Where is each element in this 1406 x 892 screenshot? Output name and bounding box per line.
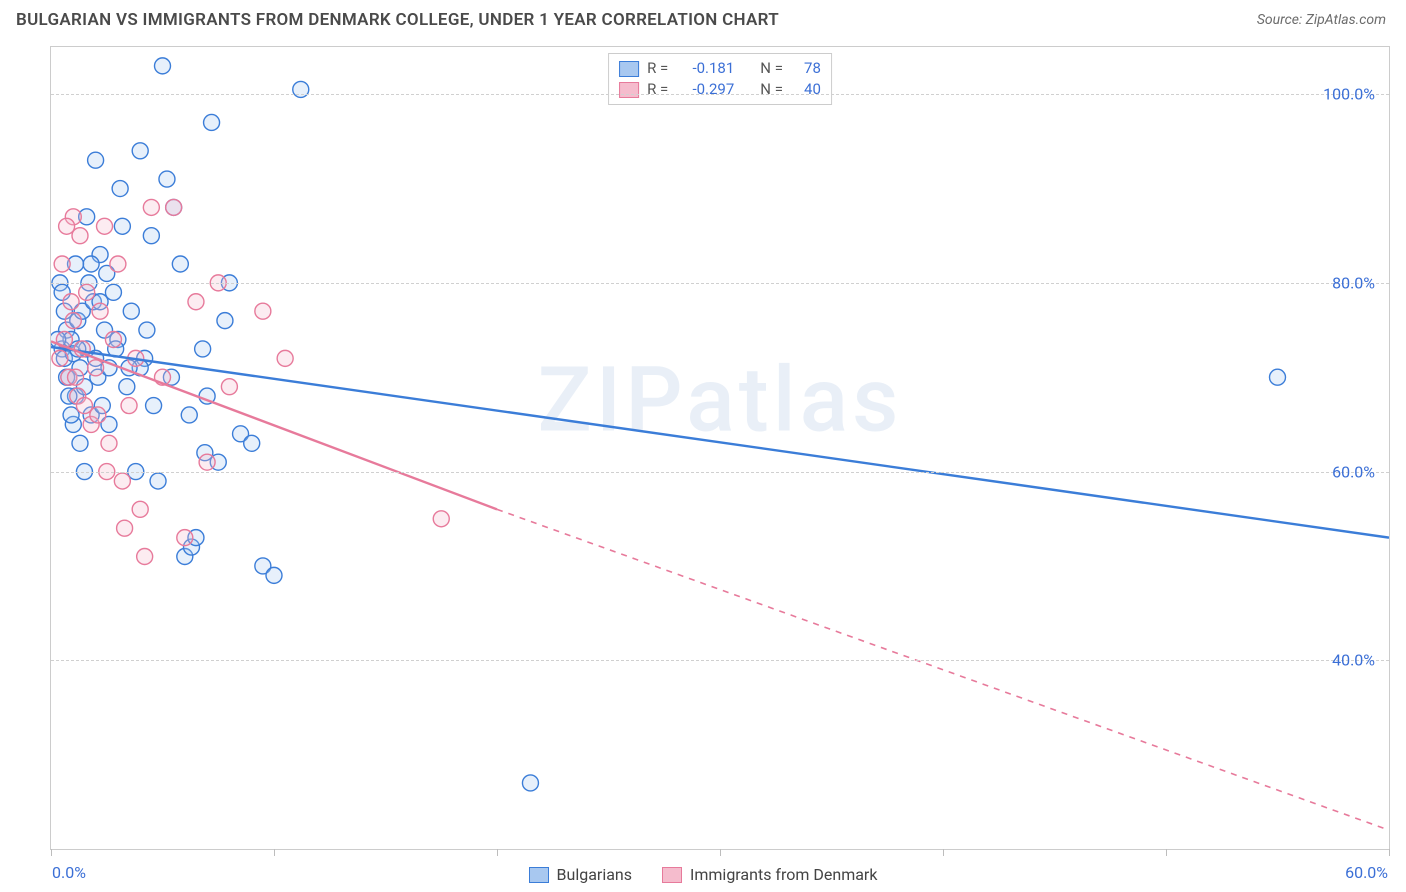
y-tick-label: 80.0% [1332,273,1375,292]
value-r-bulgarians: -0.181 [676,58,734,79]
label-n: N = [760,58,783,79]
swatch-bulgarians [619,61,639,77]
series-legend: Bulgarians Immigrants from Denmark [0,865,1406,884]
legend-item-denmark: Immigrants from Denmark [662,865,877,884]
label-n: N = [760,79,783,100]
chart-title: BULGARIAN VS IMMIGRANTS FROM DENMARK COL… [16,10,779,30]
header-bar: BULGARIAN VS IMMIGRANTS FROM DENMARK COL… [0,0,1406,38]
y-tick-label: 40.0% [1332,651,1375,670]
label-r: R = [647,79,668,100]
y-tick-label: 100.0% [1323,85,1375,104]
legend-item-bulgarians: Bulgarians [529,865,632,884]
correlation-row-bulgarians: R = -0.181 N = 78 [619,58,821,79]
scatter-plot-svg [51,47,1389,849]
value-r-denmark: -0.297 [676,79,734,100]
value-n-bulgarians: 78 [791,58,821,79]
chart-area: ZIPatlas R = -0.181 N = 78 R = -0.297 N … [50,46,1390,850]
value-n-denmark: 40 [791,79,821,100]
y-tick-label: 60.0% [1332,462,1375,481]
correlation-legend-box: R = -0.181 N = 78 R = -0.297 N = 40 [608,53,832,105]
label-r: R = [647,58,668,79]
correlation-row-denmark: R = -0.297 N = 40 [619,79,821,100]
legend-label-denmark: Immigrants from Denmark [690,865,877,884]
source-attribution: Source: ZipAtlas.com [1257,12,1386,28]
swatch-denmark-legend [662,867,682,883]
legend-label-bulgarians: Bulgarians [557,865,632,884]
swatch-bulgarians-legend [529,867,549,883]
